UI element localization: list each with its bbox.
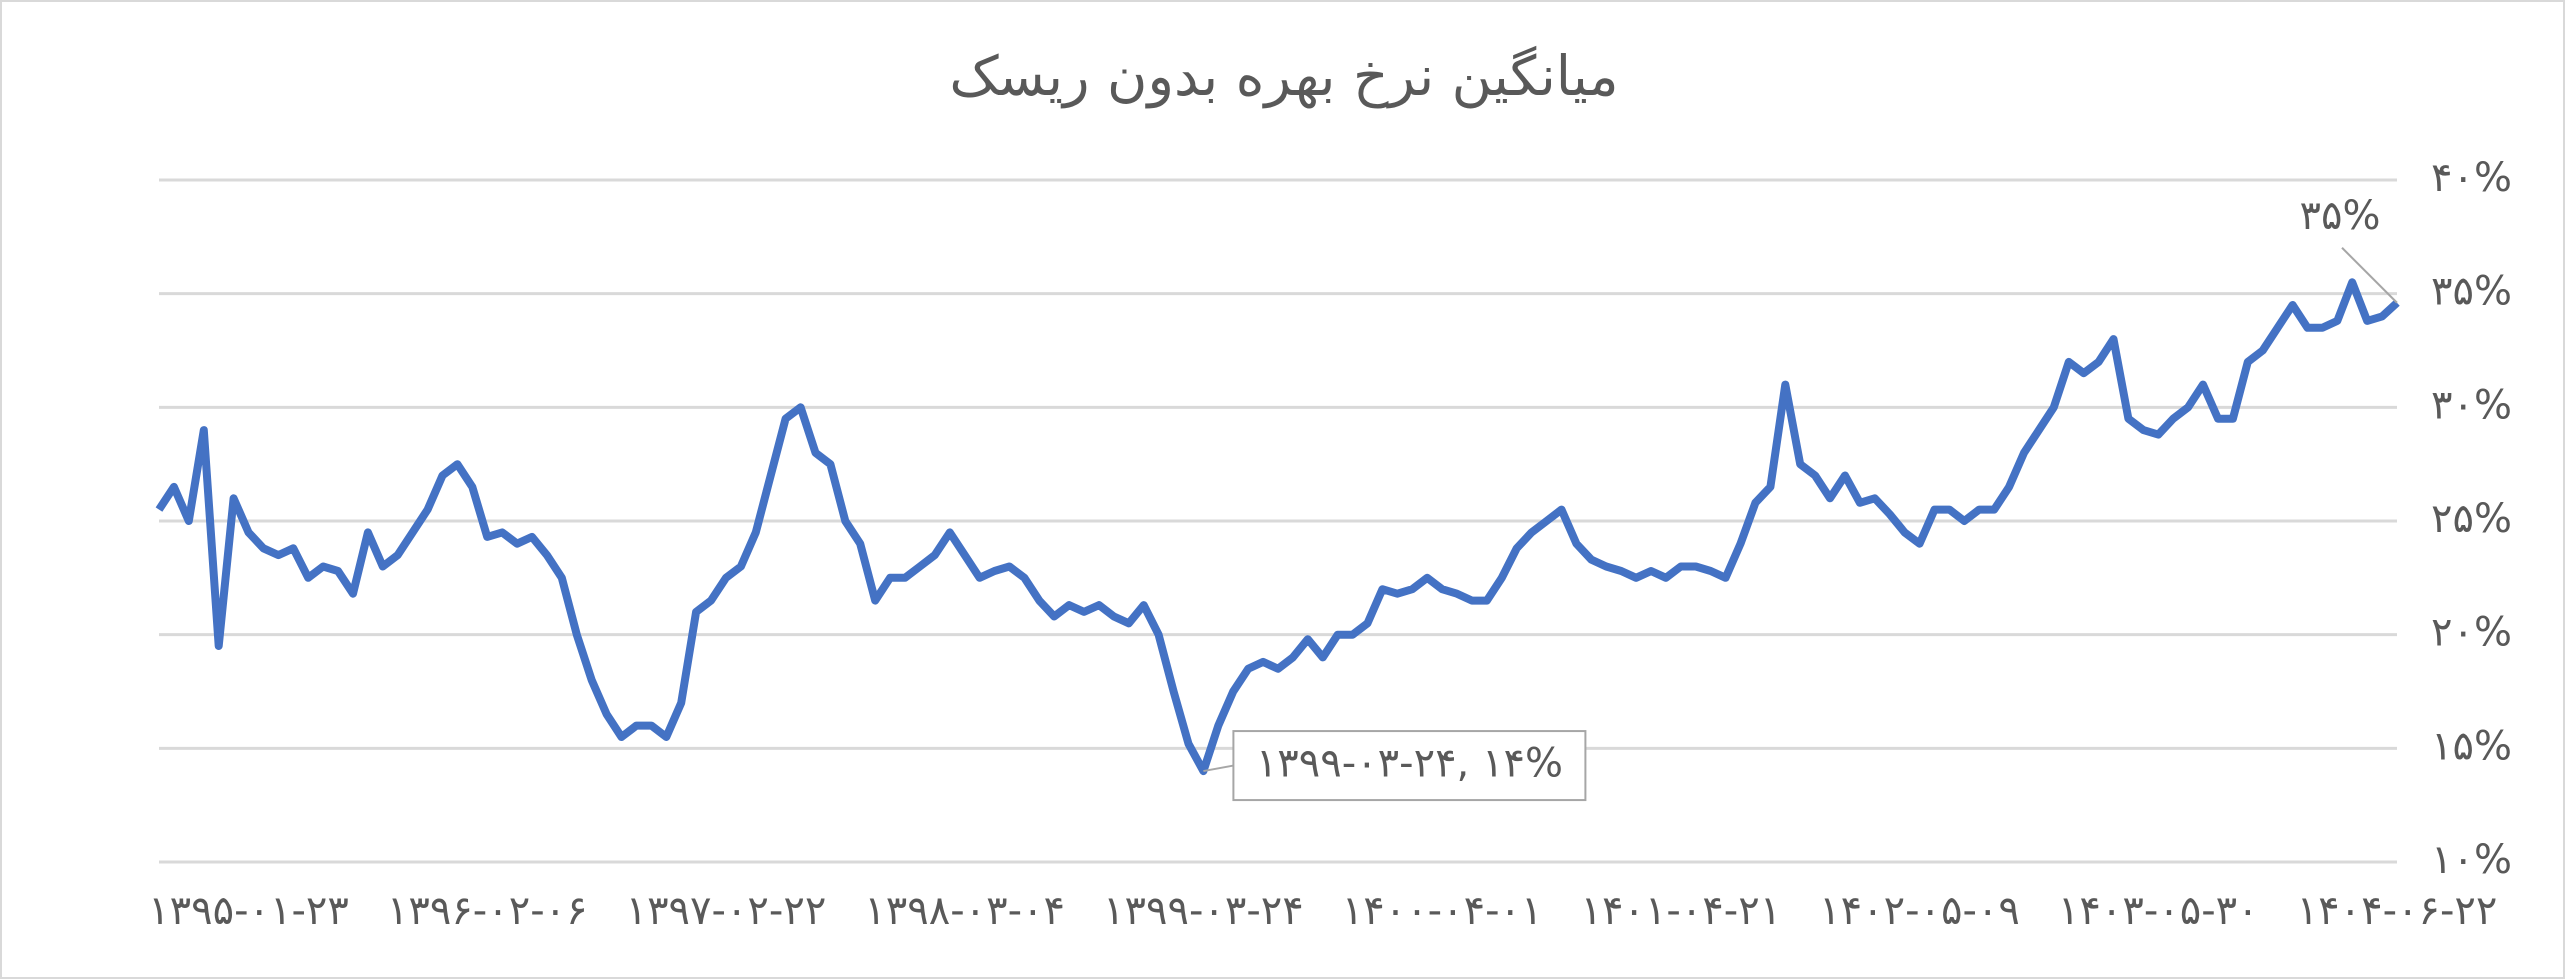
x-tick-label: ۱۳۹۸-۰۳-۰۴ <box>864 888 1065 934</box>
data-line <box>155 278 2400 776</box>
label-leader <box>2341 247 2398 304</box>
label-box <box>1232 730 1587 802</box>
x-tick-label: ۱۳۹۶-۰۲-۰۶ <box>387 888 588 934</box>
x-tick-label: ۱۴۰۳-۰۵-۳۰ <box>2058 888 2259 934</box>
y-tick-label: ۱۰% <box>2431 837 2512 883</box>
y-tick-label: ۲۰% <box>2431 610 2512 656</box>
data-label: ۳۵% <box>2300 193 2381 239</box>
y-tick-label: ۴۰% <box>2431 155 2512 201</box>
label-leader <box>1203 764 1234 773</box>
x-tick-label: ۱۴۰۰-۰۴-۰۱ <box>1342 888 1543 934</box>
x-tick-label: ۱۳۹۹-۰۳-۲۴ <box>1103 888 1304 934</box>
y-tick-label: ۱۵% <box>2431 723 2512 769</box>
x-tick-label: ۱۳۹۷-۰۲-۲۲ <box>626 888 827 934</box>
chart-title: میانگین نرخ بهره بدون ریسک <box>949 44 1618 109</box>
x-tick-label: ۱۳۹۵-۰۱-۲۳ <box>148 888 349 934</box>
x-tick-label: ۱۴۰۴-۰۶-۲۲ <box>2297 888 2498 934</box>
data-label: ۱۳۹۹-۰۳-۲۴, ۱۴% <box>1256 741 1563 787</box>
x-tick-label: ۱۴۰۱-۰۴-۲۱ <box>1580 888 1781 934</box>
y-tick-label: ۲۵% <box>2431 496 2512 542</box>
y-tick-label: ۳۵% <box>2431 269 2512 315</box>
x-tick-label: ۱۴۰۲-۰۵-۰۹ <box>1819 888 2020 934</box>
y-tick-label: ۳۰% <box>2431 382 2512 428</box>
